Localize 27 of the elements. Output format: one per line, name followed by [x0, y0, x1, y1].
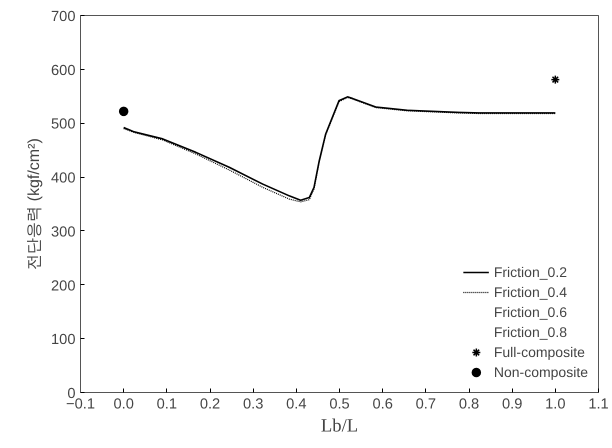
legend-label: Full-composite [494, 344, 585, 360]
x-tick-label: 1.0 [545, 396, 566, 412]
legend-label: Friction_0.4 [494, 284, 567, 300]
y-tick-label: 600 [51, 62, 76, 79]
x-tick-label: 0.1 [156, 396, 178, 412]
x-tick-label: 0.3 [242, 396, 264, 412]
x-tick-label: 0.0 [113, 396, 134, 412]
y-tick-label: 100 [51, 332, 76, 348]
legend-label: Non-composite [494, 364, 588, 380]
y-tick-label: 500 [51, 116, 76, 133]
x-axis-title: Lb/L [320, 416, 358, 436]
x-tick-label: 0.4 [286, 396, 307, 412]
text: Friction_0.6 [494, 304, 567, 320]
y-tick-label: 300 [51, 224, 76, 240]
x-tick-label: 0.9 [502, 396, 522, 412]
x-tick-label: 0.5 [329, 396, 350, 412]
x-tick-label: 1.1 [588, 396, 609, 412]
y-tick-label: 700 [51, 9, 76, 25]
legend-label: Friction_0.2 [494, 264, 567, 280]
y-tick-label: 200 [51, 278, 76, 294]
x-tick-label: 0.7 [416, 396, 436, 412]
text: Friction_0.8 [494, 324, 567, 340]
y-tick-label: 400 [51, 170, 76, 187]
x-tick-label: 0.8 [458, 396, 480, 412]
y-axis-title: 전단응력 (kgf/cm²) [26, 138, 44, 270]
x-tick-label: 0.2 [200, 396, 220, 412]
x-tick-label: 0.6 [372, 396, 393, 412]
